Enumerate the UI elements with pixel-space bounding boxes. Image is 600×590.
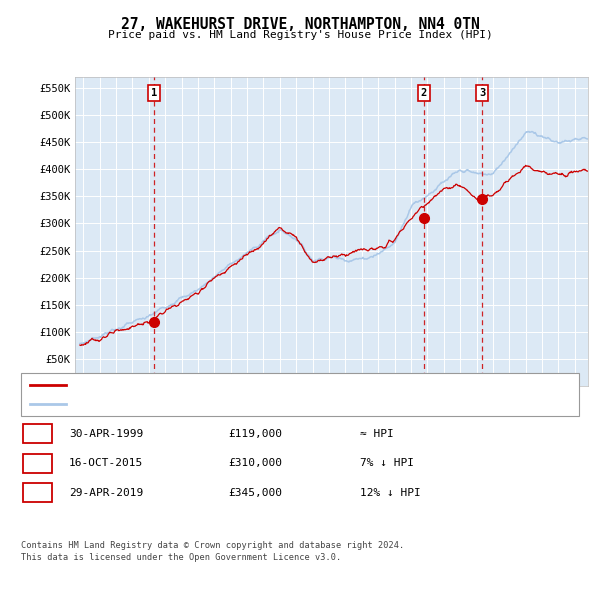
Text: 12% ↓ HPI: 12% ↓ HPI: [360, 488, 421, 497]
Text: ≈ HPI: ≈ HPI: [360, 429, 394, 438]
Text: 2: 2: [34, 458, 41, 468]
Text: Contains HM Land Registry data © Crown copyright and database right 2024.: Contains HM Land Registry data © Crown c…: [21, 541, 404, 550]
Text: 30-APR-1999: 30-APR-1999: [69, 429, 143, 438]
Text: 16-OCT-2015: 16-OCT-2015: [69, 458, 143, 468]
Text: This data is licensed under the Open Government Licence v3.0.: This data is licensed under the Open Gov…: [21, 553, 341, 562]
Text: 27, WAKEHURST DRIVE, NORTHAMPTON, NN4 0TN (detached house): 27, WAKEHURST DRIVE, NORTHAMPTON, NN4 0T…: [72, 381, 420, 391]
Text: HPI: Average price, detached house, West Northamptonshire: HPI: Average price, detached house, West…: [72, 399, 414, 409]
Text: 7% ↓ HPI: 7% ↓ HPI: [360, 458, 414, 468]
Text: £345,000: £345,000: [228, 488, 282, 497]
Text: 1: 1: [34, 429, 41, 438]
Text: 27, WAKEHURST DRIVE, NORTHAMPTON, NN4 0TN: 27, WAKEHURST DRIVE, NORTHAMPTON, NN4 0T…: [121, 17, 479, 31]
Text: 3: 3: [34, 488, 41, 497]
Text: £310,000: £310,000: [228, 458, 282, 468]
Text: £119,000: £119,000: [228, 429, 282, 438]
Text: 29-APR-2019: 29-APR-2019: [69, 488, 143, 497]
Text: 1: 1: [151, 88, 157, 98]
Text: Price paid vs. HM Land Registry's House Price Index (HPI): Price paid vs. HM Land Registry's House …: [107, 30, 493, 40]
Text: 2: 2: [421, 88, 427, 98]
Text: 3: 3: [479, 88, 485, 98]
